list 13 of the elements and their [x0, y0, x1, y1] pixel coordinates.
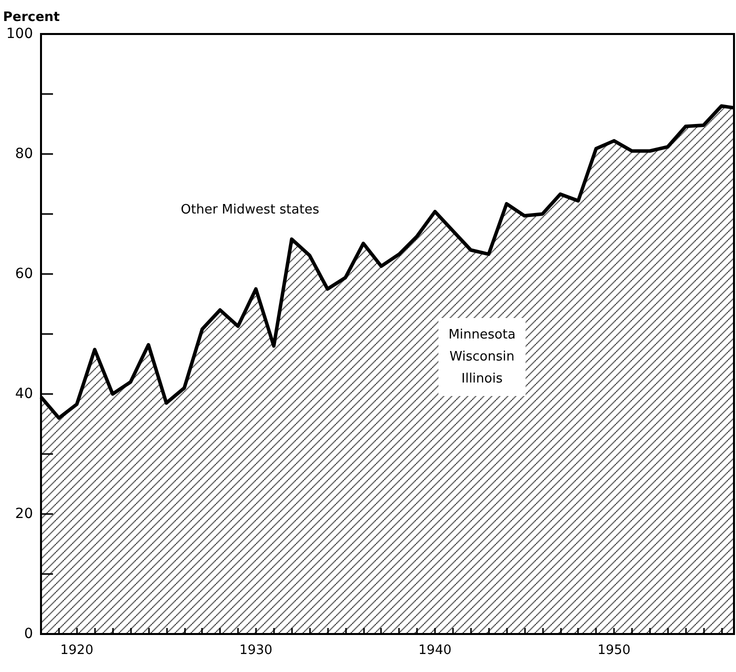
x-tick-label: 1950	[597, 643, 631, 658]
y-tick-label: 60	[15, 266, 33, 282]
x-tick-label: 1940	[418, 643, 452, 658]
y-tick-label: 40	[15, 386, 33, 402]
y-tick-label: 80	[15, 146, 33, 162]
y-tick-label: 20	[15, 506, 33, 522]
annotation: Minnesota Wisconsin Illinois	[448, 328, 516, 386]
y-tick-label: 100	[6, 26, 33, 42]
annotation: Other Midwest states	[180, 202, 320, 218]
y-axis-title: Percent	[3, 10, 60, 25]
x-tick-label: 1930	[239, 643, 272, 658]
x-tick-label: 1920	[60, 643, 94, 658]
y-tick-label: 0	[24, 626, 33, 642]
